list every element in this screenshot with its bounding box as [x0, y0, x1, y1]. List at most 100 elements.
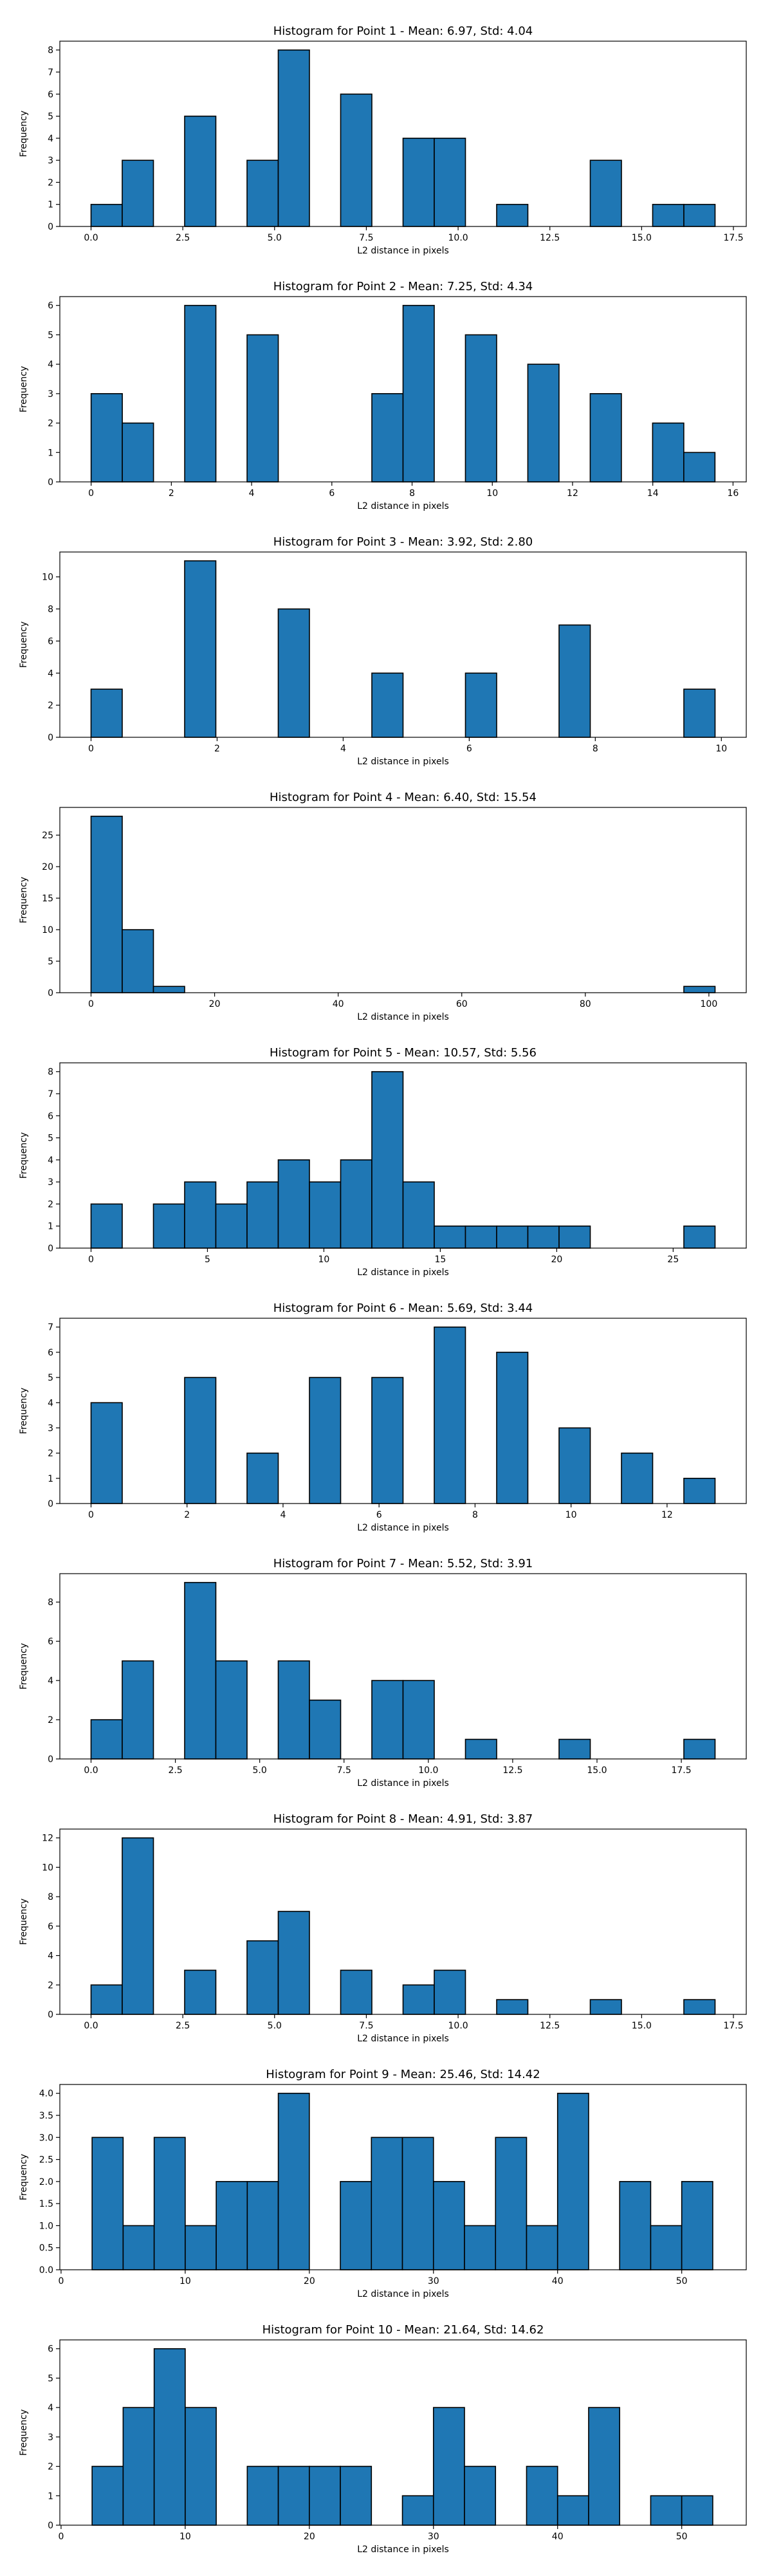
x-tick-label: 40 [333, 999, 344, 1009]
axes-frame [59, 296, 747, 483]
y-tick-label: 7 [48, 1323, 53, 1333]
histogram-bar [371, 1377, 404, 1504]
histogram-bar [556, 2092, 589, 2270]
x-axis-label: L2 distance in pixels [357, 2544, 449, 2555]
x-tick-label: 10 [179, 2276, 191, 2286]
x-tick-label: 40 [552, 2532, 564, 2542]
x-tick-label: 17.5 [671, 1765, 691, 1776]
x-tick-label: 5.0 [268, 233, 282, 243]
y-tick-label: 12 [42, 1834, 53, 1844]
histogram-bar [496, 1225, 529, 1249]
y-tick-label: 15 [42, 894, 53, 904]
y-axis-label: Frequency [19, 111, 29, 157]
histogram-bar [340, 1159, 372, 1249]
x-axis-label: L2 distance in pixels [357, 2289, 449, 2299]
histogram-bar [652, 203, 685, 227]
histogram-bar [496, 1999, 529, 2015]
histogram-bar [184, 304, 217, 483]
histogram-bar [434, 1326, 466, 1504]
x-tick-label: 2 [184, 1510, 190, 1520]
y-tick-label: 1 [48, 1474, 53, 1484]
histogram-bar [683, 452, 716, 483]
histogram-bar [371, 1071, 404, 1249]
y-tick-label: 0.5 [39, 2243, 53, 2254]
histogram-bar [650, 2495, 683, 2526]
x-tick-label: 8 [472, 1510, 478, 1520]
y-tick-label: 0 [48, 1244, 53, 1254]
y-axis-label: Frequency [19, 1643, 29, 1689]
y-tick-label: 5 [48, 2373, 53, 2384]
x-axis-label: L2 distance in pixels [357, 501, 449, 511]
x-tick-label: 50 [676, 2276, 688, 2286]
y-tick-label: 5 [48, 957, 53, 967]
x-tick-label: 12 [661, 1510, 673, 1520]
histogram-bar [464, 2225, 497, 2270]
histogram-bar [277, 2092, 310, 2270]
x-tick-label: 16 [728, 488, 739, 499]
histogram-bar [184, 1969, 217, 2015]
x-tick-label: 2 [169, 488, 174, 499]
histogram-bar [246, 160, 279, 227]
histogram-bar [495, 2137, 528, 2270]
chart-title: Histogram for Point 2 - Mean: 7.25, Std:… [273, 280, 533, 293]
chart-panel-2: Histogram for Point 2 - Mean: 7.25, Std:… [19, 280, 747, 511]
y-tick-label: 0 [48, 477, 53, 488]
y-axis-label: Frequency [19, 1388, 29, 1434]
histogram-bar [340, 2465, 372, 2526]
x-tick-label: 7.5 [337, 1765, 351, 1776]
histogram-bar [371, 672, 404, 738]
histogram-bar [184, 1181, 217, 1249]
y-tick-label: 4 [48, 1398, 53, 1408]
y-tick-label: 10 [42, 573, 53, 583]
y-tick-label: 6 [48, 301, 53, 311]
histogram-bar [432, 2181, 465, 2270]
x-tick-label: 2.5 [168, 1765, 182, 1776]
x-axis-label: L2 distance in pixels [357, 246, 449, 256]
y-tick-label: 0 [48, 733, 53, 743]
y-tick-label: 20 [42, 862, 53, 872]
y-tick-label: 8 [48, 1067, 53, 1078]
chart-panel-9: Histogram for Point 9 - Mean: 25.46, Std… [19, 2068, 747, 2299]
y-tick-label: 3 [48, 389, 53, 400]
x-tick-label: 30 [428, 2276, 439, 2286]
x-tick-label: 10 [179, 2532, 191, 2542]
histogram-bar [152, 1203, 185, 1249]
x-axis-label: L2 distance in pixels [357, 1778, 449, 1789]
x-tick-label: 30 [428, 2532, 439, 2542]
histogram-bar [122, 1660, 154, 1760]
histogram-bar [402, 1680, 435, 1760]
x-tick-label: 20 [209, 999, 221, 1009]
chart-panel-10: Histogram for Point 10 - Mean: 21.64, St… [19, 2323, 747, 2555]
y-tick-label: 2.0 [39, 2177, 53, 2187]
histogram-bar [185, 2225, 217, 2270]
y-tick-label: 4 [48, 1676, 53, 1686]
histogram-bar [464, 334, 497, 483]
histogram-bar [309, 1377, 342, 1504]
histogram-bar [683, 688, 716, 738]
x-tick-label: 12.5 [540, 2021, 560, 2031]
x-tick-label: 0 [88, 488, 94, 499]
y-tick-label: 1 [48, 2491, 53, 2501]
chart-panel-8: Histogram for Point 8 - Mean: 4.91, Std:… [19, 1812, 747, 2044]
histogram-bar [371, 1680, 404, 1760]
histogram-bar [246, 1940, 279, 2015]
y-tick-label: 0.0 [39, 2265, 53, 2276]
y-tick-label: 6 [48, 89, 53, 100]
histogram-bar [558, 1427, 591, 1504]
histogram-bar [402, 304, 435, 483]
x-tick-label: 7.5 [359, 233, 373, 243]
histogram-bar [526, 2225, 558, 2270]
y-tick-label: 8 [48, 605, 53, 615]
chart-panel-5: Histogram for Point 5 - Mean: 10.57, Std… [19, 1046, 747, 1278]
histogram-bar [589, 160, 622, 227]
y-axis-label: Frequency [19, 2154, 29, 2200]
y-tick-label: 10 [42, 925, 53, 935]
histogram-bar [246, 1181, 279, 1249]
x-tick-label: 8 [409, 488, 415, 499]
x-tick-label: 25 [667, 1255, 679, 1265]
y-tick-label: 0 [48, 2521, 53, 2531]
histogram-bar [91, 2465, 124, 2526]
histogram-bar [153, 2137, 186, 2270]
y-tick-label: 0 [48, 988, 53, 998]
x-tick-label: 5.0 [268, 2021, 282, 2031]
